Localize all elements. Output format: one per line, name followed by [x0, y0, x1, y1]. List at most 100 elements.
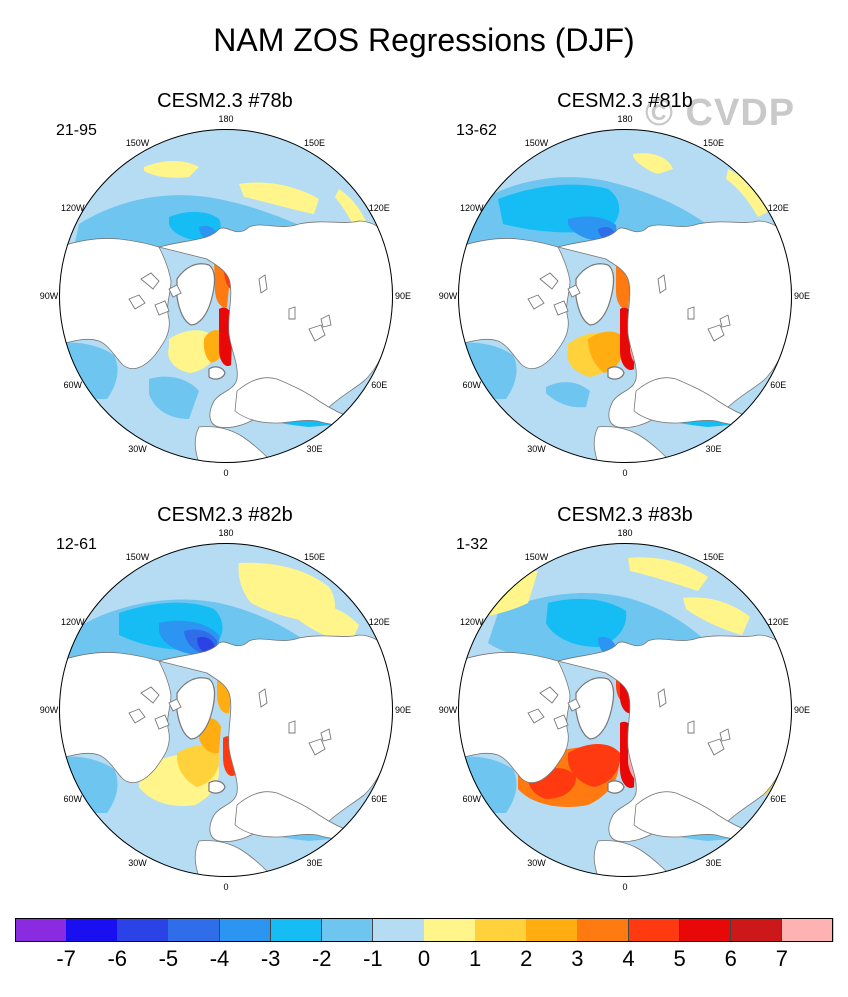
- panel-4-period: 1-32: [456, 536, 489, 553]
- lon-label-top_right: 150E: [702, 137, 725, 148]
- lon-label-upper_left: 120W: [60, 202, 85, 213]
- land-namerica: [59, 238, 172, 369]
- arctic-island: [308, 738, 326, 756]
- lon-label-upper_left: 120W: [459, 616, 484, 627]
- arctic-island: [168, 284, 182, 298]
- panel-4-title: CESM2.3 #83b: [557, 504, 693, 526]
- arctic-island: [128, 708, 146, 724]
- arctic-island: [288, 720, 296, 734]
- lon-label-lower_right: 60E: [371, 379, 388, 390]
- colorbar-swatch: [424, 918, 476, 942]
- polar-map-panel-4: [458, 543, 792, 877]
- colorbar-swatch: [526, 918, 578, 942]
- arctic-island: [320, 314, 332, 328]
- lon-label-bottom_left: 30W: [527, 858, 546, 869]
- colorbar-tick-label: 5: [673, 946, 686, 971]
- lon-label-lower_right: 60E: [770, 793, 787, 804]
- colorbar-swatch: [730, 918, 783, 942]
- lon-label-top_left: 150W: [125, 137, 150, 148]
- arctic-island: [719, 314, 731, 328]
- lon-label-top: 180: [617, 528, 633, 538]
- arctic-island: [707, 738, 725, 756]
- lon-label-top_left: 150W: [125, 551, 150, 562]
- regression-region: [546, 598, 627, 647]
- arctic-island: [288, 306, 296, 320]
- land-africa: [593, 840, 673, 877]
- arctic-island: [140, 272, 160, 290]
- regression-region: [588, 331, 625, 373]
- colorbar-swatch: [679, 918, 732, 942]
- arctic-island: [258, 688, 268, 708]
- land-iceland: [607, 366, 625, 380]
- regression-region: [177, 745, 220, 787]
- colorbar-swatch: [628, 918, 681, 942]
- lon-label-right: 90E: [793, 705, 811, 715]
- map-border: [59, 543, 393, 877]
- arctic-island: [707, 324, 725, 342]
- regression-region: [239, 182, 319, 214]
- arctic-island: [687, 720, 695, 734]
- arctic-island: [154, 714, 170, 730]
- regression-region: [546, 382, 590, 408]
- arctic-island: [258, 274, 268, 294]
- colorbar-swatch: [475, 918, 527, 942]
- polar-map-panel-1: [59, 129, 393, 463]
- regression-region: [144, 161, 199, 178]
- colorbar-tick-label: 4: [622, 946, 635, 971]
- colorbar-tick-label: -1: [363, 946, 383, 971]
- arctic-island: [527, 708, 545, 724]
- lon-label-upper_right: 120E: [767, 616, 789, 627]
- land-iceland: [208, 780, 226, 794]
- land-namerica: [458, 652, 571, 783]
- arctic-island: [140, 686, 160, 704]
- lon-label-top_left: 150W: [524, 137, 549, 148]
- arctic-island: [687, 306, 695, 320]
- colorbar-swatch: [168, 918, 220, 942]
- lon-label-top_left: 150W: [524, 551, 549, 562]
- lon-label-top: 180: [218, 528, 234, 538]
- panel-3-title: CESM2.3 #82b: [157, 504, 293, 526]
- lon-label-bottom_right: 30E: [705, 444, 722, 455]
- panel-1-title: CESM2.3 #78b: [157, 90, 293, 112]
- arctic-island: [553, 300, 569, 316]
- land-iceland: [607, 780, 625, 794]
- land-greenland: [176, 263, 216, 326]
- lon-label-left: 90W: [438, 291, 458, 301]
- lon-label-upper_right: 120E: [767, 202, 789, 213]
- arctic-island: [567, 284, 581, 298]
- lon-label-top_right: 150E: [303, 137, 326, 148]
- land-africa: [194, 426, 274, 463]
- arctic-island: [719, 728, 731, 742]
- cvdp-watermark: © CVDP: [645, 92, 796, 134]
- colorbar-swatch: [321, 918, 374, 942]
- land-namerica: [458, 238, 571, 369]
- lon-label-top_right: 150E: [702, 551, 725, 562]
- regression-region: [294, 602, 359, 643]
- colorbar-tick-label: -5: [158, 946, 179, 971]
- regression-region: [726, 169, 773, 217]
- arctic-island: [567, 698, 581, 712]
- colorbar-swatch: [219, 918, 272, 942]
- land-greenland: [176, 677, 216, 740]
- map-field-2: [458, 129, 792, 463]
- lon-label-lower_left: 60W: [63, 793, 82, 804]
- arctic-island: [539, 686, 559, 704]
- lon-label-bottom_right: 30E: [705, 858, 722, 869]
- colorbar-swatch: [66, 918, 118, 942]
- regression-region: [149, 376, 199, 419]
- colorbar-swatch: [117, 918, 169, 942]
- arctic-island: [320, 728, 332, 742]
- arctic-island: [308, 324, 326, 342]
- colorbar-swatch: [15, 918, 67, 942]
- colorbar-swatch: [577, 918, 629, 942]
- arctic-island: [553, 714, 569, 730]
- map-field-3: [59, 543, 393, 877]
- regression-region: [568, 744, 621, 787]
- colorbar-tick-label: -7: [56, 946, 76, 971]
- colorbar-tick-label: -2: [311, 946, 332, 971]
- lon-label-bottom: 0: [622, 468, 628, 478]
- colorbar-tick-label: 1: [469, 946, 482, 971]
- lon-label-right: 90E: [793, 291, 811, 301]
- colorbar-swatch: [781, 918, 834, 942]
- land-namerica: [59, 652, 172, 783]
